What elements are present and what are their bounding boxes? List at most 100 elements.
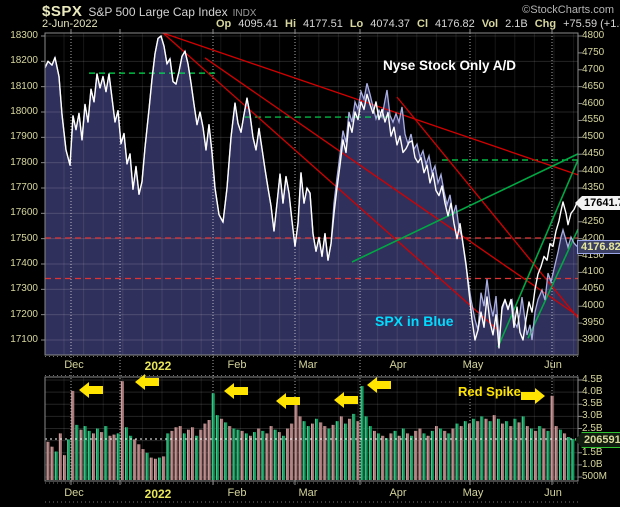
volume-bar (327, 428, 331, 480)
volume-bar-highlight (294, 403, 296, 480)
right-axis-label: 3900 (582, 334, 605, 345)
quote-label-chg: Chg (534, 18, 557, 30)
volume-bar (559, 429, 562, 480)
volume-bar-highlight (323, 426, 325, 480)
right-axis-label: 4600 (582, 97, 605, 109)
volume-bar-highlight (87, 430, 89, 480)
volume-bar-highlight (311, 423, 312, 480)
left-axis-label: 17300 (10, 283, 38, 295)
volume-bar-highlight (513, 418, 515, 480)
volume-bar-highlight (468, 423, 469, 480)
left-arrow-icon (135, 374, 159, 390)
volume-bar-highlight (534, 430, 536, 480)
volume-bar-highlight (505, 421, 507, 480)
index-name: S&P 500 Large Cap Index (88, 5, 228, 19)
volume-bar (311, 423, 314, 480)
volume-bar-highlight (447, 433, 449, 480)
volume-bar-highlight (497, 418, 498, 480)
volume-bar-highlight (298, 416, 300, 480)
volume-bar (228, 426, 232, 480)
right-axis-label: 4350 (582, 182, 605, 193)
volume-bar-highlight (356, 421, 358, 480)
volume-bar-highlight (385, 438, 387, 480)
volume-bar-highlight (141, 449, 143, 480)
volume-bar (71, 390, 75, 480)
volume-bar-highlight (521, 416, 523, 480)
volume-bar-highlight (236, 429, 238, 480)
volume-bar-highlight (253, 432, 255, 480)
volume-bar (158, 457, 162, 480)
volume-bar (182, 433, 186, 480)
left-axis-label: 18100 (10, 80, 38, 92)
month-label-apr: Apr (389, 487, 407, 499)
volume-bar-highlight (174, 427, 176, 480)
volume-bar-highlight (145, 452, 147, 481)
right-axis-label: 4050 (582, 283, 605, 295)
volume-bar (393, 430, 397, 480)
volume-bar-highlight (335, 421, 337, 480)
right-axis-label: 4500 (582, 131, 605, 143)
volume-bar (75, 424, 79, 480)
volume-bar (240, 430, 244, 480)
volume-bar-highlight (348, 418, 350, 480)
volume-bar-highlight (54, 451, 56, 480)
volume-bar-highlight (224, 422, 226, 480)
volume-bar (104, 426, 108, 480)
volume-bar (381, 435, 385, 480)
volume-bar-highlight (426, 435, 428, 480)
volume-bar (298, 416, 302, 480)
volume-axis-label: 3.0B (582, 410, 603, 422)
volume-bar (273, 429, 277, 480)
left-axis-label: 18200 (10, 55, 38, 67)
volume-bar-highlight (269, 426, 271, 480)
right-axis-label: 4000 (582, 300, 605, 312)
volume-bar (339, 416, 343, 480)
volume-bar (149, 457, 153, 480)
volume-last-value-tag: 20659161 (575, 432, 620, 448)
volume-bar (306, 426, 310, 480)
right-axis-label: 4700 (582, 63, 605, 75)
volume-bar (232, 428, 236, 480)
volume-bar (63, 455, 66, 480)
volume-bar-highlight (550, 395, 552, 480)
right-axis-label: 4800 (582, 30, 605, 41)
volume-bar (79, 429, 83, 480)
volume-bar-highlight (567, 437, 569, 480)
right-axis-label: 4750 (582, 46, 605, 58)
volume-bar-highlight (344, 423, 346, 480)
volume-bar (215, 415, 219, 480)
volume-bar-highlight (232, 428, 234, 480)
volume-bar-highlight (339, 416, 341, 480)
volume-bar-highlight (546, 430, 548, 480)
volume-bar (505, 421, 509, 480)
volume-axis-label: 1.0B (582, 458, 603, 470)
left-arrow-icon (334, 392, 358, 408)
volume-bar-highlight (265, 433, 267, 480)
volume-bar-highlight (327, 428, 329, 480)
green-trendline (497, 159, 579, 348)
left-axis-label: 18000 (10, 106, 38, 117)
volume-bar (530, 428, 533, 480)
volume-bar (166, 433, 170, 480)
volume-bar (480, 416, 484, 480)
volume-bar-highlight (211, 393, 213, 480)
main-plot-border (44, 32, 579, 356)
volume-bar (443, 430, 447, 480)
volume-bar-highlight (401, 428, 403, 480)
ticker-symbol: $SPX (42, 3, 83, 20)
volume-bar-highlight (439, 428, 441, 480)
volume-bar (174, 427, 178, 480)
volume-bar (315, 418, 319, 480)
volume-bar (435, 426, 438, 480)
quote-value-lo: 4074.37 (370, 18, 411, 30)
volume-bar (497, 418, 500, 480)
volume-bar (187, 429, 190, 480)
month-label-jun: Jun (544, 359, 562, 371)
volume-bar (67, 439, 71, 480)
volume-bar (145, 452, 149, 481)
volume-bar-highlight (389, 433, 391, 480)
volume-bar-highlight (46, 441, 48, 480)
volume-bar-highlight (71, 390, 73, 480)
volume-bar (410, 435, 414, 480)
